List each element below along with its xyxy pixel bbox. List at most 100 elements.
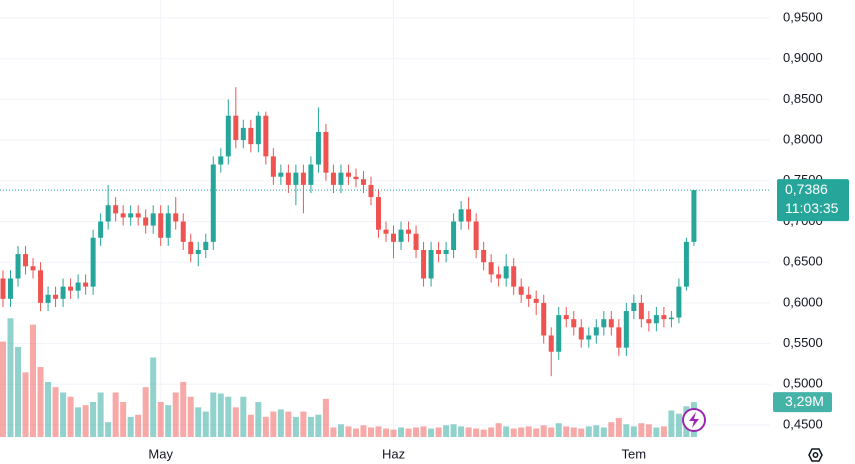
candle-body [360, 179, 366, 185]
volume-bar [315, 414, 322, 437]
candle-body [308, 164, 314, 185]
candle-body [661, 315, 667, 320]
volume-bar [217, 393, 224, 437]
candle-body [556, 315, 562, 352]
last-price-box [777, 179, 849, 222]
candle-body [225, 115, 231, 157]
alert-icon[interactable] [682, 408, 706, 432]
volume-bar [405, 428, 412, 437]
candle-body [240, 127, 246, 141]
volume-bar [458, 426, 465, 437]
volume-bar [75, 407, 82, 437]
candle-body [638, 302, 644, 320]
volume-bar [330, 427, 337, 437]
candle-body [203, 241, 209, 250]
volume-bar [195, 407, 202, 437]
volume-bar [7, 318, 14, 437]
candle-body [38, 270, 44, 303]
settings-icon[interactable] [808, 448, 823, 462]
candle-body [428, 249, 434, 279]
volume-bar [675, 413, 682, 437]
candle-body [0, 278, 6, 299]
volume-bar [37, 367, 44, 437]
candle-body [23, 254, 29, 267]
candle-body [518, 286, 524, 295]
volume-bar [105, 422, 112, 437]
candle-body [218, 156, 224, 165]
volume-bar [180, 381, 187, 437]
candle-body [8, 278, 14, 299]
volume-bar [615, 417, 622, 437]
candle-body [315, 131, 321, 165]
volume-bar [360, 425, 367, 437]
candle-body [683, 241, 689, 287]
candle-body [563, 315, 569, 320]
volume-bar [435, 427, 442, 437]
volume-bar [292, 416, 299, 437]
volume-bar [22, 372, 29, 437]
candle-body [263, 115, 269, 157]
volume-bar [82, 405, 89, 437]
candle-body [376, 197, 381, 230]
candle-body [548, 335, 554, 352]
x-tick-label: Haz [382, 446, 405, 461]
volume-bar [623, 424, 630, 437]
candle-body [120, 213, 126, 218]
volume-bar [90, 402, 97, 437]
volume-bar [518, 427, 525, 437]
volume-bar [600, 427, 607, 437]
candle-body [383, 229, 389, 234]
x-tick-label: May [148, 446, 173, 461]
volume-bar [630, 426, 637, 437]
volume-bar [563, 426, 570, 437]
volume-bar [525, 426, 532, 437]
candle-body [421, 249, 427, 279]
candle-body [180, 221, 186, 242]
volume-bar [67, 396, 74, 437]
alert-bolt [689, 412, 699, 428]
volume-bar [645, 424, 652, 437]
candle-body [586, 335, 592, 340]
candle-body [451, 221, 457, 250]
volume-bar [337, 424, 344, 437]
volume-bar [653, 427, 660, 437]
candle-body [406, 229, 412, 234]
candle-body [496, 274, 502, 279]
candle-body [578, 327, 584, 340]
candle-body [60, 286, 66, 299]
volume-bar [473, 428, 480, 437]
volume-bar [570, 427, 577, 437]
volume-bar [202, 411, 209, 437]
y-tick-label: 0,9000 [783, 50, 823, 65]
candle-body [391, 233, 397, 242]
candle-body [436, 249, 442, 255]
volume-bar [533, 428, 540, 437]
candle-body [83, 282, 89, 287]
candle-body [466, 209, 472, 222]
candle-body [90, 237, 96, 287]
candle-body [526, 294, 532, 299]
volume-bar [465, 427, 472, 437]
volume-bar [555, 423, 562, 437]
volume-bar [668, 410, 675, 437]
volume-bar [157, 402, 164, 437]
volume-bar [270, 411, 277, 437]
candle-body [173, 213, 179, 222]
candle-body [345, 172, 351, 177]
candle-body [143, 217, 149, 226]
y-tick-label: 0,8500 [783, 91, 823, 106]
volume-bar [390, 429, 397, 437]
candle-body [458, 209, 464, 222]
candle-body [676, 286, 682, 318]
volume-bar [52, 387, 59, 437]
y-tick-label: 0,6500 [783, 254, 823, 269]
candle-body [443, 249, 449, 255]
last-volume-box [773, 392, 832, 413]
y-tick-label: 0,4500 [783, 416, 823, 431]
candle-body [533, 298, 539, 303]
volume-bar [150, 357, 157, 437]
volume-bar [262, 416, 269, 437]
candle-body [75, 282, 81, 291]
candle-body [270, 156, 276, 177]
candle-body [631, 302, 637, 312]
